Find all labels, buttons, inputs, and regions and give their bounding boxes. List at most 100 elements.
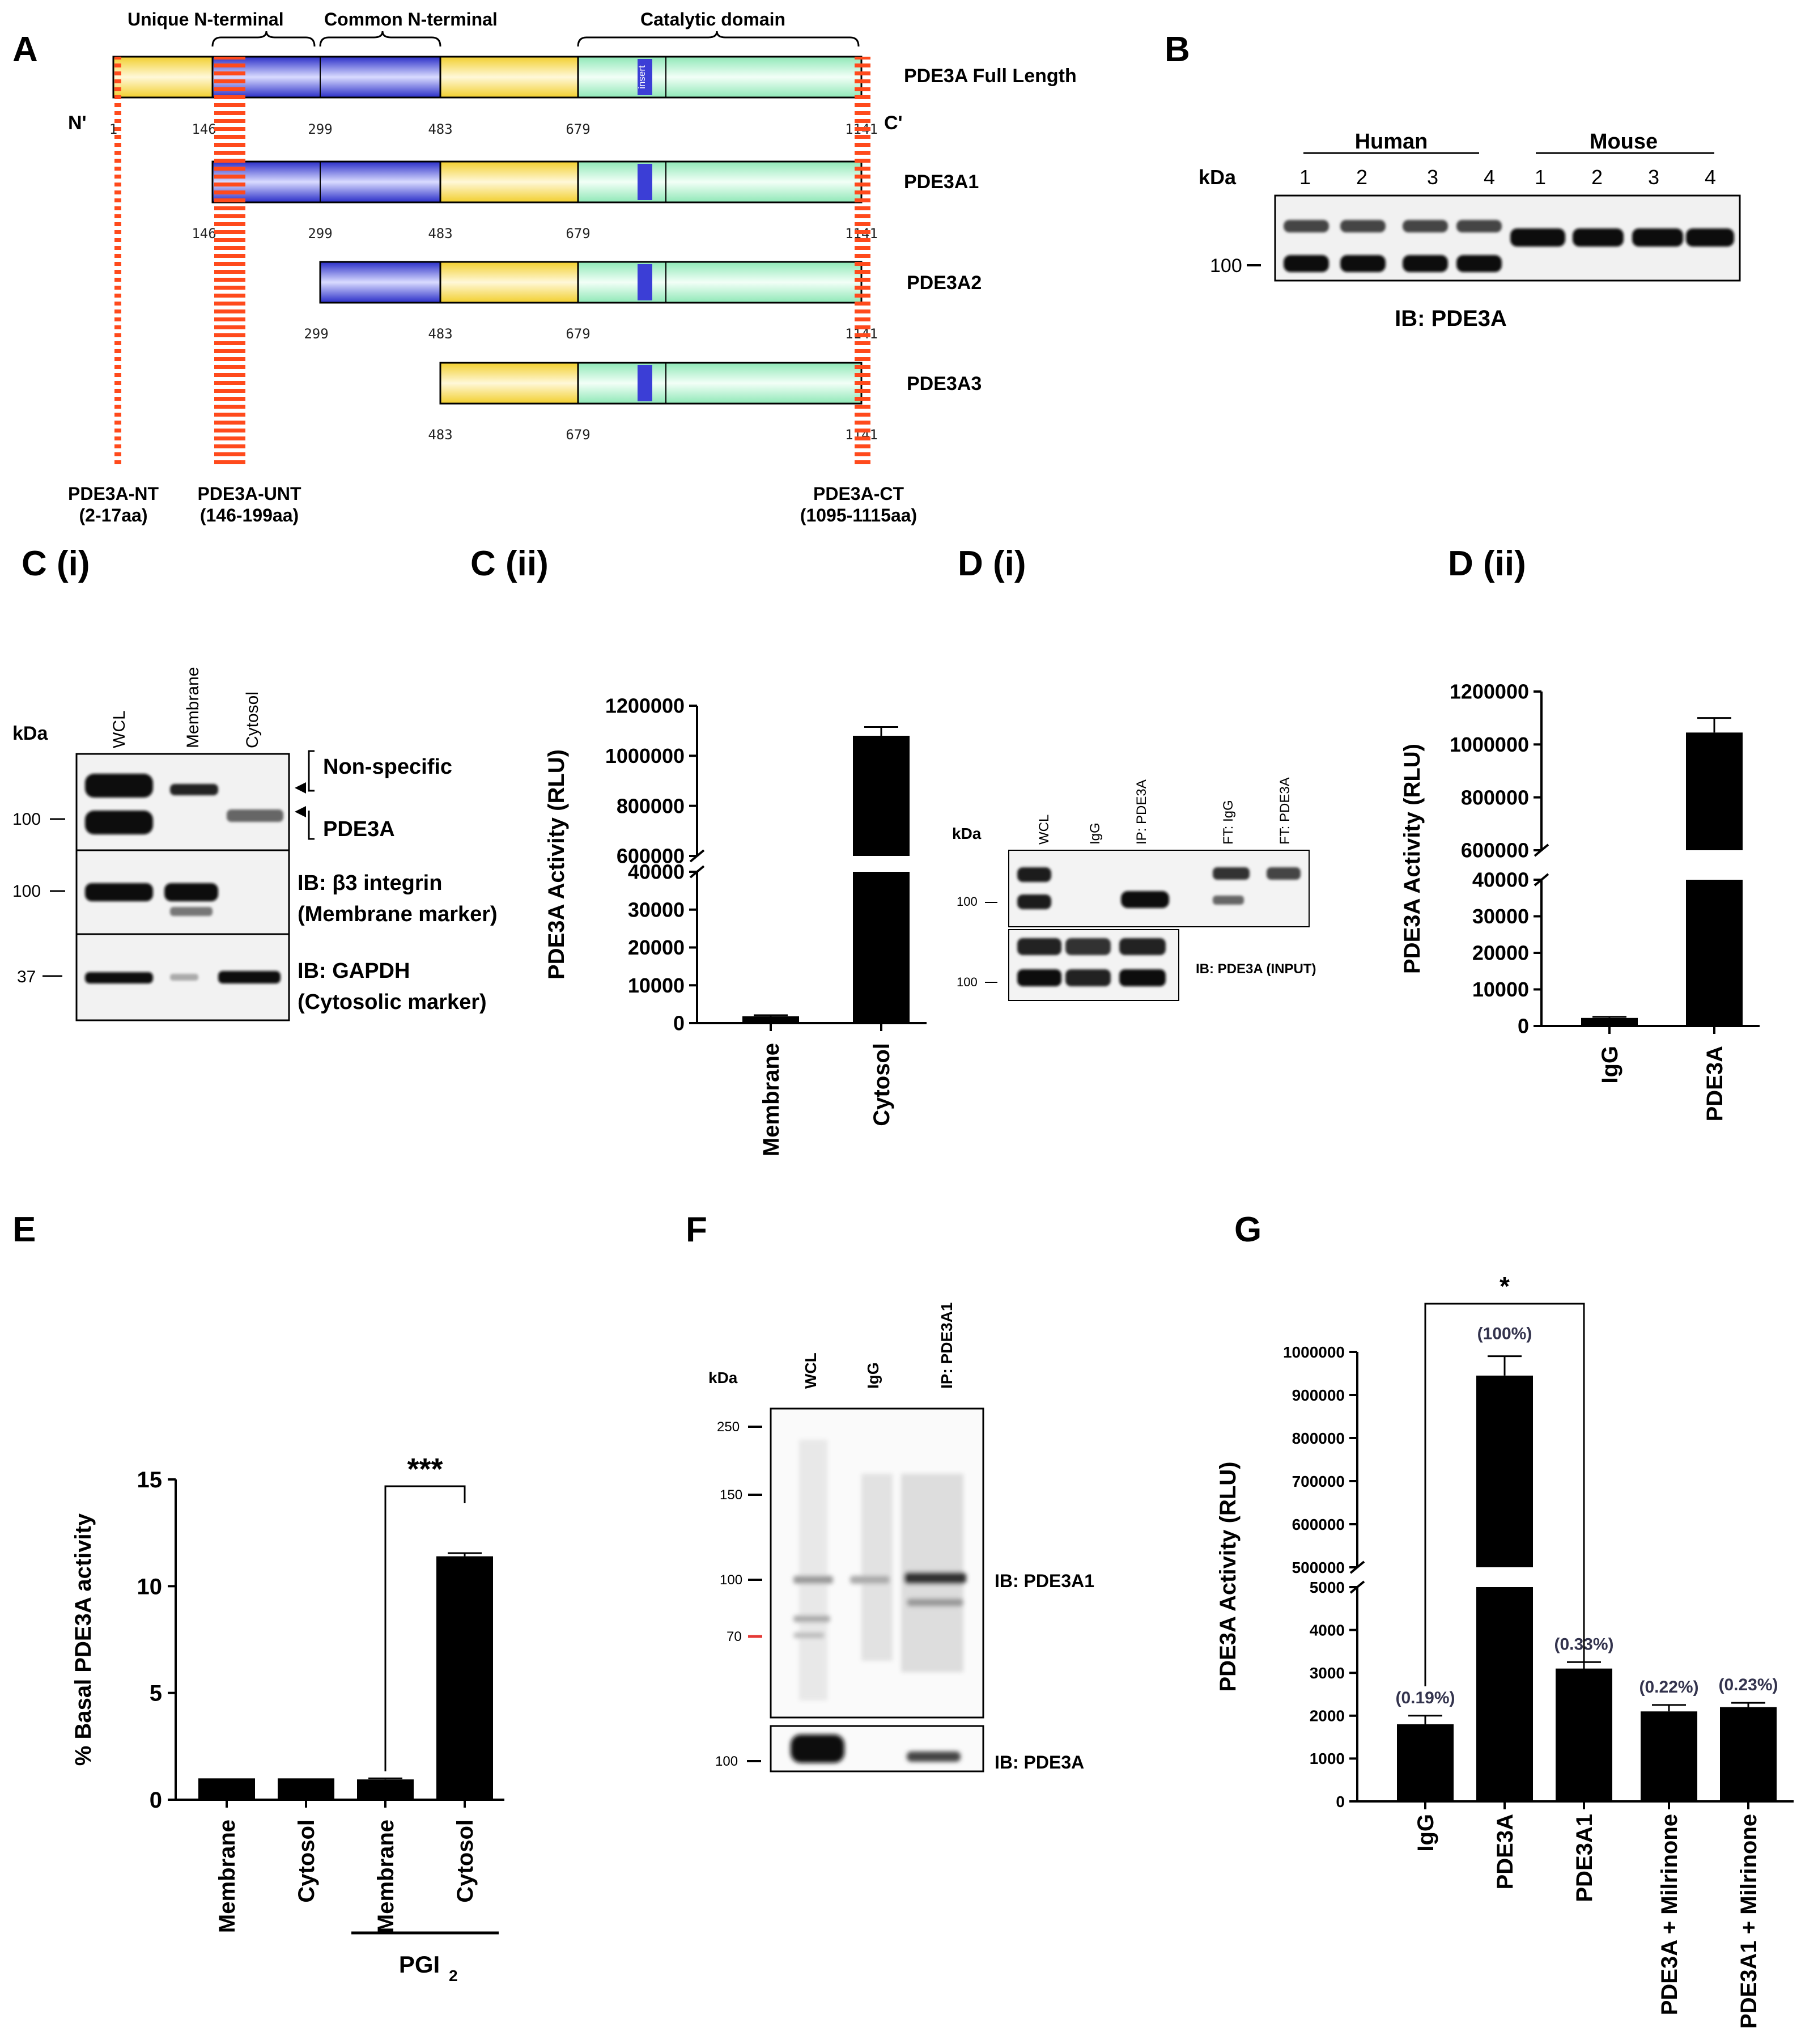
- group-label: PGI: [399, 1951, 440, 1978]
- y-axis-label: % Basal PDE3A activity: [71, 1513, 96, 1766]
- chart-e: 0 5 10 15 % Basal PDE3A activity Membrane Cyto…: [71, 1452, 504, 1984]
- f-marker-100: 100: [720, 1572, 742, 1588]
- ci-label-pde3a: PDE3A: [323, 817, 395, 841]
- y-tick-label: 0: [673, 1012, 685, 1035]
- significance-bracket: [384, 1485, 466, 1771]
- percent-label: (0.22%): [1639, 1678, 1698, 1697]
- brace-catalytic: [577, 31, 860, 47]
- isoform-full-length: insert PDE3A Full Length N' C' 1 146 299…: [68, 56, 1077, 137]
- y-tick-label: 1000000: [1283, 1343, 1345, 1361]
- y-tick-label: 700000: [1292, 1473, 1345, 1490]
- panel-a-diagram: Unique N-terminal Common N-terminal Cata…: [68, 9, 1077, 525]
- tick-a1-146: 146: [192, 226, 216, 241]
- tick-a1-679: 679: [566, 226, 590, 241]
- panel-label-cii: C (ii): [470, 544, 549, 583]
- percent-label: (0.19%): [1395, 1689, 1455, 1707]
- x-tick-label: Cytosol: [294, 1820, 319, 1903]
- bar: [1581, 1017, 1638, 1026]
- y-tick-label: 10000: [1472, 978, 1529, 1001]
- y-tick-label: 5000: [1310, 1579, 1345, 1596]
- bar: [1641, 1711, 1697, 1801]
- y-tick-label: 30000: [628, 898, 685, 921]
- panel-label-a: A: [12, 30, 38, 69]
- arrow-nonspecific-icon: [295, 782, 306, 794]
- group-label-subscript: 2: [449, 1967, 458, 1984]
- y-tick-label: 600000: [1461, 839, 1529, 862]
- f-marker-70: 70: [727, 1629, 742, 1644]
- b-marker-100: 100: [1210, 255, 1242, 277]
- y-tick-label: 1200000: [605, 694, 685, 718]
- y-tick-label: 0: [1336, 1793, 1345, 1810]
- panel-label-e: E: [12, 1210, 36, 1249]
- tick-a3-483: 483: [428, 427, 452, 443]
- y-tick-label: 1000: [1310, 1750, 1345, 1767]
- b-bands: [1284, 220, 1734, 272]
- di-bands: [1017, 867, 1301, 986]
- f-lane-ip: IP: PDE3A1: [938, 1303, 955, 1389]
- y-tick-label: 500000: [1292, 1559, 1345, 1576]
- b-lane-h2: 2: [1356, 166, 1367, 189]
- panel-label-dii: D (ii): [1448, 544, 1526, 583]
- x-tick-label: PDE3A: [1493, 1814, 1518, 1889]
- significance-bracket: [1424, 1303, 1585, 1686]
- tick-a1-483: 483: [428, 226, 452, 241]
- antibody-nt-name: PDE3A-NT: [68, 484, 159, 504]
- f-kda: kDa: [708, 1369, 738, 1386]
- y-tick-label: 40000: [628, 860, 685, 884]
- di-lane-ftigg: FT: IgG: [1221, 800, 1236, 845]
- epitope-stripe-nt: [114, 57, 121, 465]
- tick-a3-679: 679: [566, 427, 590, 443]
- isoform-name-a3: PDE3A3: [907, 373, 982, 395]
- y-tick-label: 1000000: [605, 744, 685, 767]
- antibody-unt-range: (146-199aa): [200, 505, 299, 525]
- f-label-pde3a1: IB: PDE3A1: [995, 1571, 1094, 1591]
- y-tick-label: 800000: [1461, 786, 1529, 809]
- x-tick-label: PDE3A: [1702, 1046, 1727, 1121]
- y-tick-label: 30000: [1472, 905, 1529, 928]
- x-tick-label: PDE3A1 + Milrinone: [1736, 1814, 1761, 2029]
- bar: [1476, 1375, 1533, 1567]
- di-lane-ftpde3a: FT: PDE3A: [1277, 777, 1293, 845]
- x-tick-label: IgG: [1413, 1814, 1438, 1852]
- y-tick-label: 600000: [1292, 1516, 1345, 1533]
- panel-label-b: B: [1165, 30, 1190, 69]
- bar: [198, 1778, 255, 1800]
- tick-483: 483: [428, 121, 452, 137]
- tick-299: 299: [308, 121, 332, 137]
- arrow-pde3a-icon: [295, 806, 306, 817]
- y-tick-label: 2000: [1310, 1707, 1345, 1725]
- b-lane-h3: 3: [1427, 166, 1438, 189]
- x-tick-label: PDE3A1: [1572, 1814, 1597, 1902]
- y-tick-label: 800000: [617, 794, 685, 817]
- y-axis-label: PDE3A Activity (RLU): [1216, 1462, 1241, 1692]
- f-bands: [791, 1440, 966, 1763]
- n-terminal-label: N': [68, 112, 87, 134]
- f-label-pde3a: IB: PDE3A: [995, 1752, 1084, 1772]
- y-axis-label: PDE3A Activity (RLU): [544, 749, 569, 979]
- chart-dii: 0 10000 20000 30000 40000 600000 800000 1000000…: [1400, 680, 1760, 1121]
- b-lane-m2: 2: [1591, 166, 1603, 189]
- domain-label-common: Common N-terminal: [324, 9, 498, 29]
- b-lane-h4: 4: [1484, 166, 1495, 189]
- y-tick-label: 15: [137, 1468, 163, 1492]
- di-lane-igg: IgG: [1088, 822, 1103, 845]
- ci-bands: [85, 774, 283, 983]
- antibody-nt-range: (2-17aa): [79, 505, 148, 525]
- significance-marker: ***: [407, 1452, 443, 1486]
- antibody-unt-name: PDE3A-UNT: [197, 484, 301, 504]
- bar: [357, 1779, 414, 1800]
- tick-a2-299: 299: [304, 326, 328, 342]
- significance-marker: *: [1500, 1271, 1510, 1301]
- chart-g: 0 1000 2000 3000 4000 5000 500000 600000 700000 8…: [1216, 1271, 1794, 2029]
- x-tick-label: Cytosol: [453, 1820, 478, 1903]
- di-lane-wcl: WCL: [1037, 815, 1052, 845]
- y-axis-label: PDE3A Activity (RLU): [1400, 744, 1425, 974]
- x-tick-label: Cytosol: [869, 1043, 894, 1126]
- insert-label: insert: [636, 65, 647, 89]
- b-lane-m4: 4: [1705, 166, 1716, 189]
- di-input-label: IB: PDE3A (INPUT): [1196, 961, 1316, 977]
- panel-label-f: F: [686, 1210, 707, 1249]
- bar: [278, 1778, 334, 1800]
- b-lane-m1: 1: [1535, 166, 1546, 189]
